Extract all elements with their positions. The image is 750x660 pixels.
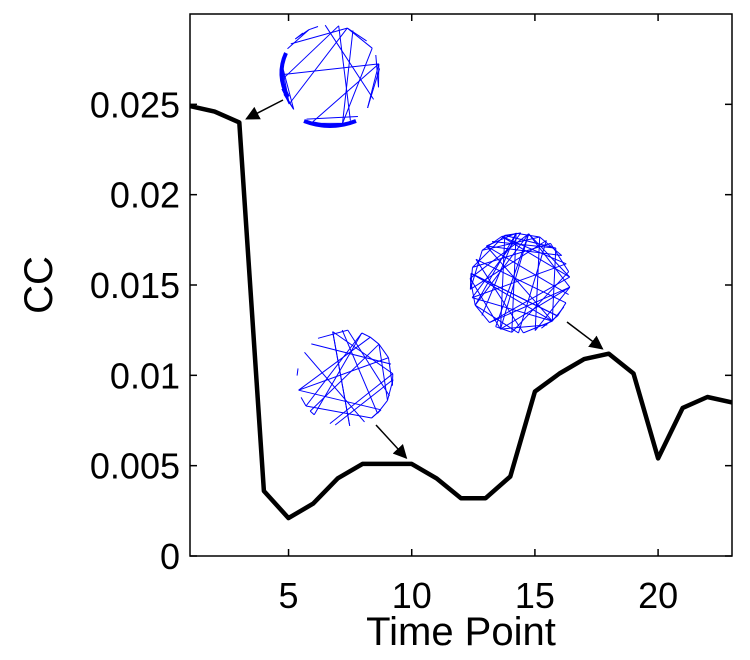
y-tick-label: 0.02 <box>110 175 180 216</box>
y-tick-label: 0 <box>160 536 180 577</box>
x-tick-label: 5 <box>279 575 299 616</box>
y-tick-label: 0.025 <box>90 84 180 125</box>
plot-frame <box>190 14 732 556</box>
x-axis-label: Time Point <box>366 610 556 654</box>
x-tick-label: 20 <box>638 575 678 616</box>
network-edge <box>470 273 471 289</box>
y-tick-label: 0.015 <box>90 265 180 306</box>
y-axis-label: CC <box>17 256 61 314</box>
y-tick-label: 0.005 <box>90 446 180 487</box>
y-tick-label: 0.01 <box>110 355 180 396</box>
plot-area <box>190 14 732 556</box>
